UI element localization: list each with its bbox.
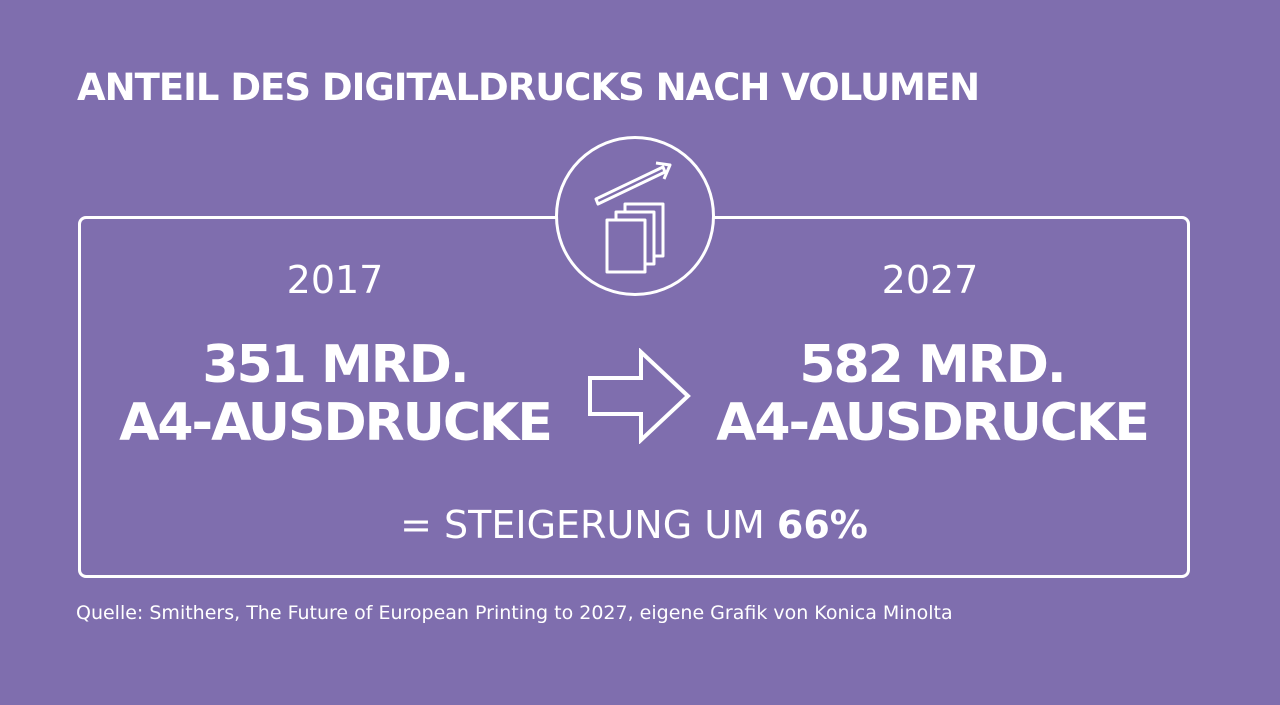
year-end: 2027 bbox=[881, 258, 979, 302]
amount-end-line1: 582 MRD. bbox=[799, 335, 1066, 395]
amount-end: 582 MRD. A4-AUSDRUCKE bbox=[702, 336, 1162, 452]
page-title: ANTEIL DES DIGITALDRUCKS NACH VOLUMEN bbox=[77, 66, 980, 109]
amount-start-line2: A4-AUSDRUCKE bbox=[119, 393, 553, 453]
amount-start-line1: 351 MRD. bbox=[202, 335, 469, 395]
year-start: 2017 bbox=[286, 258, 384, 302]
amount-start: 351 MRD. A4-AUSDRUCKE bbox=[105, 336, 565, 452]
printed-pages-growth-icon bbox=[594, 161, 672, 274]
growth-summary-prefix: = STEIGERUNG UM bbox=[400, 503, 777, 547]
badge-circle bbox=[555, 136, 715, 296]
growth-percent: 66% bbox=[776, 503, 868, 547]
amount-end-line2: A4-AUSDRUCKE bbox=[716, 393, 1150, 453]
right-arrow-icon bbox=[588, 348, 691, 444]
growth-summary: = STEIGERUNG UM 66% bbox=[78, 503, 1190, 549]
source-note: Quelle: Smithers, The Future of European… bbox=[76, 602, 953, 624]
